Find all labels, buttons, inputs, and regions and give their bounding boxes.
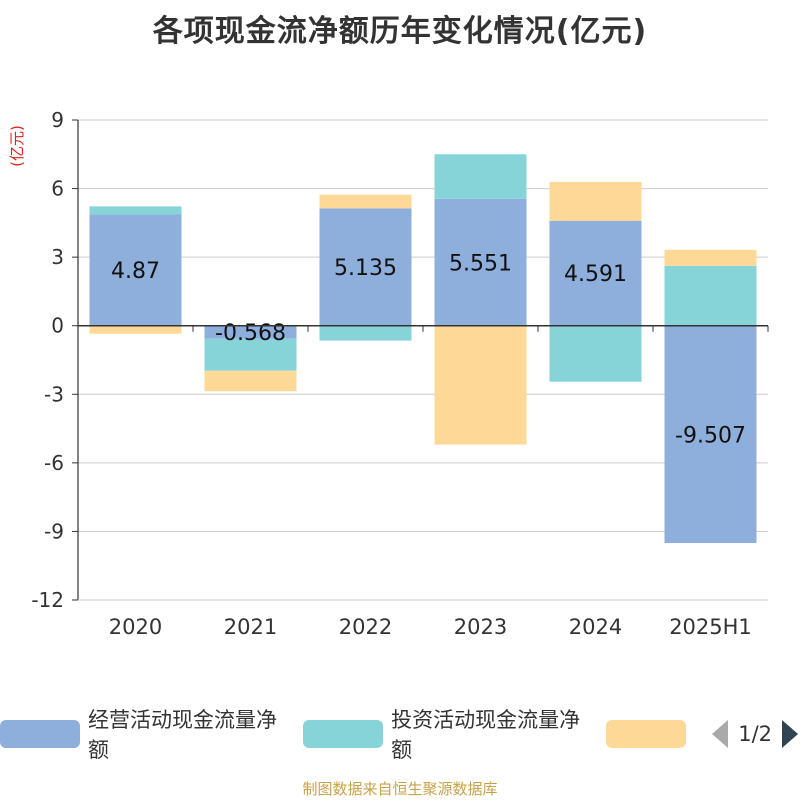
data-label: 5.551 [449,251,512,276]
bar-2020-s2 [89,206,182,215]
y-tick-label: 3 [51,245,64,269]
bar-2021-s2 [204,338,297,371]
bar-2023-s3 [434,325,527,445]
bar-2023-s1 [434,198,527,326]
y-tick-label: 0 [51,314,64,338]
x-tick-label: 2023 [454,615,507,639]
bar-2023-s2 [434,154,527,199]
data-label: 5.135 [334,256,397,281]
bar-2021-s3 [204,370,297,392]
legend-label-operating: 经营活动现金流量净额 [88,708,277,762]
legend-swatch-investing [303,720,384,748]
y-tick-label: -3 [44,382,64,406]
bar-2024-s3 [549,181,642,221]
bar-2022-s3 [319,194,412,209]
legend-prev-icon[interactable] [712,720,729,748]
y-tick-label: -12 [31,588,64,612]
bar-2025H1-s1 [664,325,757,544]
data-label: -9.507 [675,423,746,448]
legend-item-third[interactable] [606,720,694,748]
legend-swatch-third [606,720,687,748]
legend-item-investing[interactable]: 投资活动现金流量净额 [303,704,588,764]
data-label: -0.568 [215,321,286,346]
bar-2024-s2 [549,325,642,382]
legend-next-icon[interactable] [782,720,798,748]
bar-2021-s1 [204,325,297,339]
bar-2022-s1 [319,208,412,326]
legend-item-operating[interactable]: 经营活动现金流量净额 [0,704,285,764]
data-source-note: 制图数据来自恒生聚源数据库 [302,780,498,798]
y-tick-label: -6 [44,451,64,475]
bar-2020-s3 [89,325,182,334]
legend-swatch-operating [0,720,80,748]
data-label: 4.591 [564,262,627,287]
y-tick-label: -9 [44,519,64,543]
x-tick-label: 2025H1 [669,615,752,639]
bar-2025H1-s3 [664,249,757,266]
x-tick-label: 2022 [339,615,392,639]
bar-2022-s2 [319,325,412,341]
data-label: 4.87 [111,259,160,284]
chart-legend: 经营活动现金流量净额 投资活动现金流量净额 1/2 [0,708,800,762]
x-tick-label: 2024 [569,615,622,639]
legend-label-investing: 投资活动现金流量净额 [391,708,581,762]
y-tick-label: 9 [51,108,64,132]
legend-pager: 1/2 [712,720,798,748]
bar-2024-s1 [549,220,642,326]
legend-page-indicator: 1/2 [738,722,772,746]
x-tick-label: 2020 [109,615,162,639]
x-tick-label: 2021 [224,615,277,639]
chart-title: 各项现金流净额历年变化情况(亿元) [152,14,648,49]
bar-2025H1-s2 [664,265,757,326]
y-axis-label: (亿元) [8,125,26,167]
y-tick-label: 6 [51,177,64,201]
bar-2020-s1 [89,214,182,326]
